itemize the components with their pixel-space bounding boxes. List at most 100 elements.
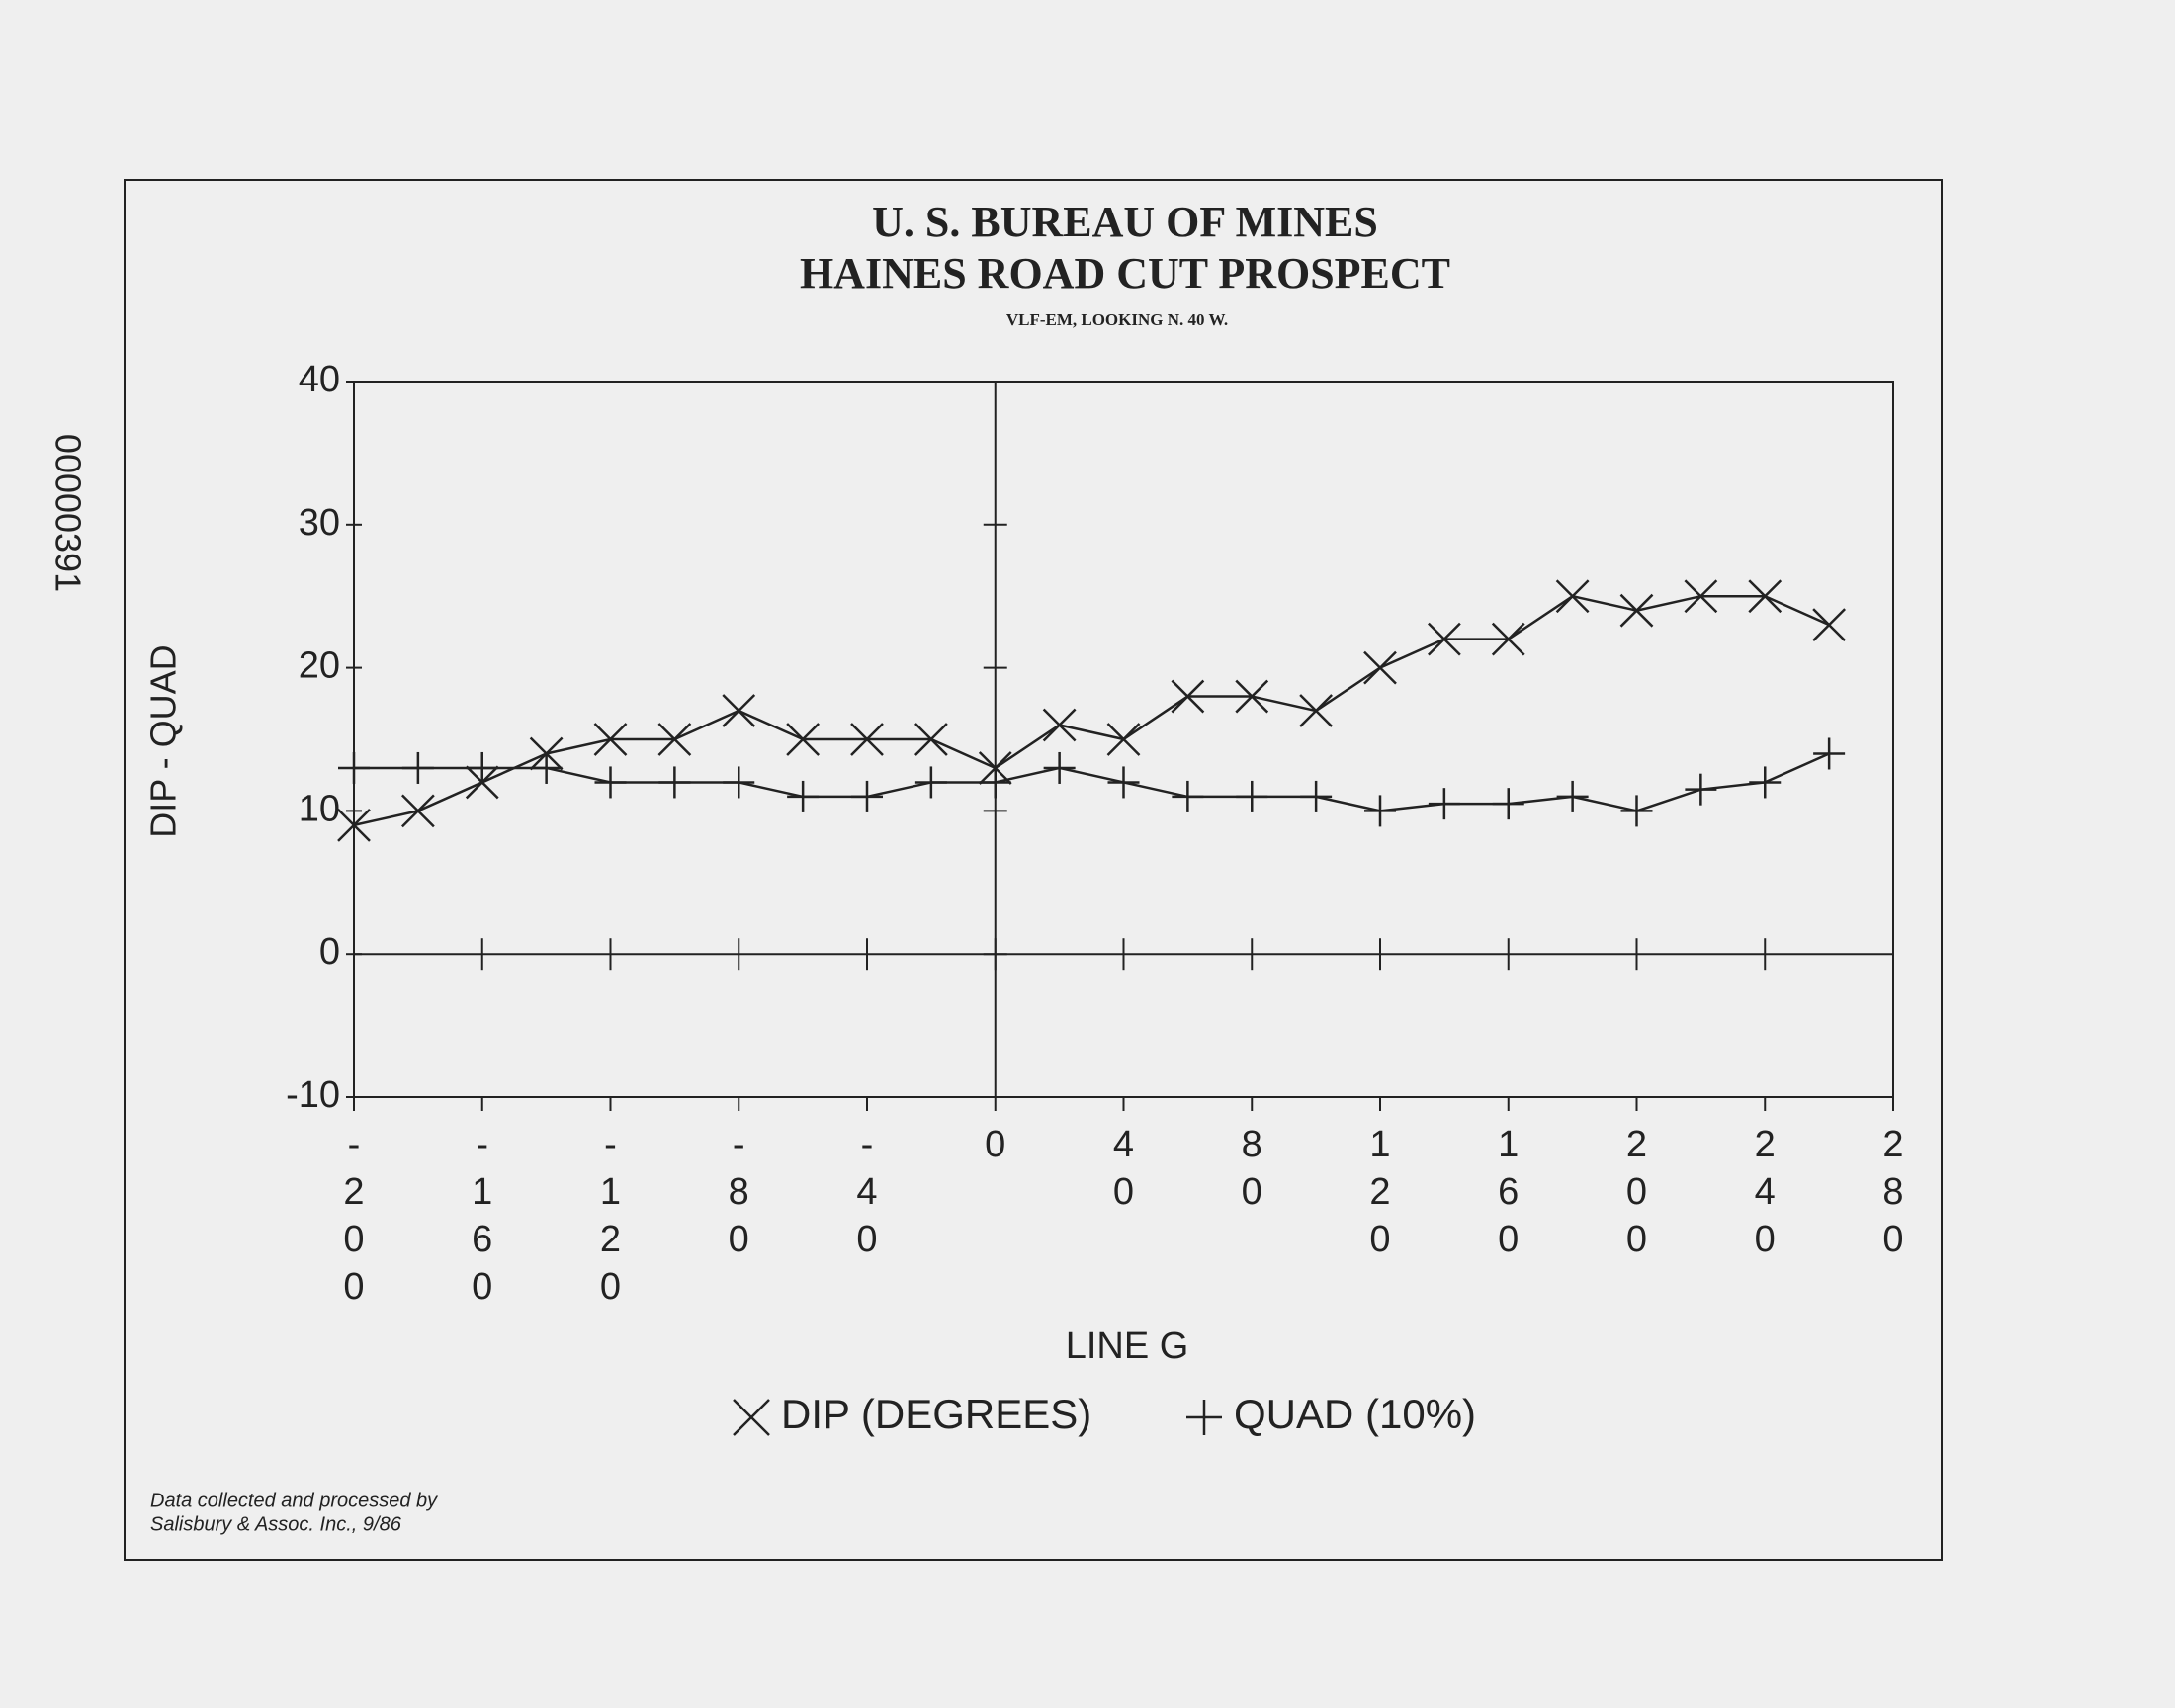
x-tick-label: 0 — [985, 1124, 1005, 1165]
marker-stroke — [1171, 679, 1205, 714]
marker — [1491, 622, 1525, 656]
marker-stroke — [1427, 622, 1461, 656]
marker-stroke — [1684, 579, 1718, 614]
marker — [914, 766, 947, 799]
marker — [850, 723, 884, 756]
marker — [1684, 579, 1718, 614]
marker-stroke — [1619, 593, 1654, 628]
x-tick-label: -4 0 — [856, 1124, 877, 1260]
note: Salisbury & Assoc. Inc., 9/86 — [150, 1513, 402, 1535]
x-axis-label: LINE G — [1066, 1325, 1189, 1367]
marker — [1363, 650, 1397, 685]
marker — [1299, 694, 1334, 727]
marker — [400, 794, 435, 828]
marker — [594, 766, 627, 799]
chart-title: HAINES ROAD CUT PROSPECT — [800, 249, 1450, 298]
marker — [1042, 708, 1077, 742]
y-tick-label: -10 — [286, 1074, 340, 1116]
marker-stroke — [850, 723, 884, 756]
marker — [1619, 593, 1654, 628]
marker-stroke — [1491, 622, 1525, 656]
marker-stroke — [1235, 679, 1269, 714]
marker — [657, 723, 692, 756]
marker — [1813, 737, 1846, 770]
marker — [1186, 1400, 1222, 1435]
marker — [979, 766, 1011, 799]
marker — [1043, 751, 1076, 784]
stamp: 00000391 — [47, 434, 88, 592]
marker — [1106, 723, 1141, 756]
marker — [530, 751, 563, 784]
marker — [1492, 788, 1524, 820]
marker-stroke — [1812, 608, 1847, 642]
marker — [1748, 579, 1783, 614]
chart-subtitle: VLF-EM, LOOKING N. 40 W. — [1006, 310, 1228, 329]
marker — [1107, 766, 1140, 799]
y-axis-label: DIP - QUAD — [143, 644, 184, 837]
marker-stroke — [337, 808, 371, 842]
marker — [1749, 766, 1782, 799]
legend-label: DIP (DEGREES) — [781, 1391, 1091, 1437]
y-tick-label: 10 — [299, 788, 340, 829]
marker — [787, 780, 820, 812]
marker — [1427, 622, 1461, 656]
series-line — [353, 594, 1830, 827]
marker — [733, 1399, 770, 1436]
marker — [1620, 795, 1653, 827]
marker — [1172, 780, 1204, 812]
marker — [786, 723, 821, 756]
marker — [722, 694, 756, 727]
marker — [851, 780, 883, 812]
x-tick-label: -1 2 0 — [600, 1124, 621, 1308]
marker-stroke — [786, 723, 821, 756]
marker — [1236, 780, 1268, 812]
marker-stroke — [657, 723, 692, 756]
y-tick-label: 20 — [299, 645, 340, 687]
marker — [401, 751, 434, 784]
marker — [1685, 773, 1717, 806]
marker-stroke — [400, 794, 435, 828]
marker — [1364, 795, 1396, 827]
legend-label: QUAD (10%) — [1234, 1391, 1476, 1437]
marker — [1235, 679, 1269, 714]
marker — [593, 723, 628, 756]
marker — [337, 808, 371, 842]
marker — [1556, 780, 1589, 812]
marker — [1812, 608, 1847, 642]
marker — [338, 751, 370, 784]
marker-stroke — [593, 723, 628, 756]
x-tick-label: -8 0 — [729, 1124, 749, 1260]
y-tick-label: 30 — [299, 502, 340, 544]
marker — [1428, 788, 1460, 820]
marker-stroke — [733, 1399, 770, 1436]
marker-stroke — [1555, 579, 1590, 614]
x-tick-label: -1 6 0 — [472, 1124, 492, 1308]
chart-title: U. S. BUREAU OF MINES — [872, 198, 1378, 246]
marker-stroke — [722, 694, 756, 727]
y-tick-label: 0 — [319, 931, 340, 973]
frame — [124, 179, 1943, 1561]
marker — [1555, 579, 1590, 614]
series-line — [354, 752, 1830, 812]
marker — [914, 723, 948, 756]
marker — [1171, 679, 1205, 714]
marker-stroke — [1106, 723, 1141, 756]
marker — [466, 751, 498, 784]
marker-stroke — [1363, 650, 1397, 685]
x-tick-label: -2 0 0 — [343, 1124, 364, 1308]
note: Data collected and processed by — [150, 1490, 438, 1511]
marker-stroke — [1748, 579, 1783, 614]
marker — [1300, 780, 1333, 812]
marker — [658, 766, 691, 799]
y-tick-label: 40 — [299, 359, 340, 400]
marker-stroke — [914, 723, 948, 756]
marker — [723, 766, 755, 799]
marker-stroke — [1299, 694, 1334, 727]
